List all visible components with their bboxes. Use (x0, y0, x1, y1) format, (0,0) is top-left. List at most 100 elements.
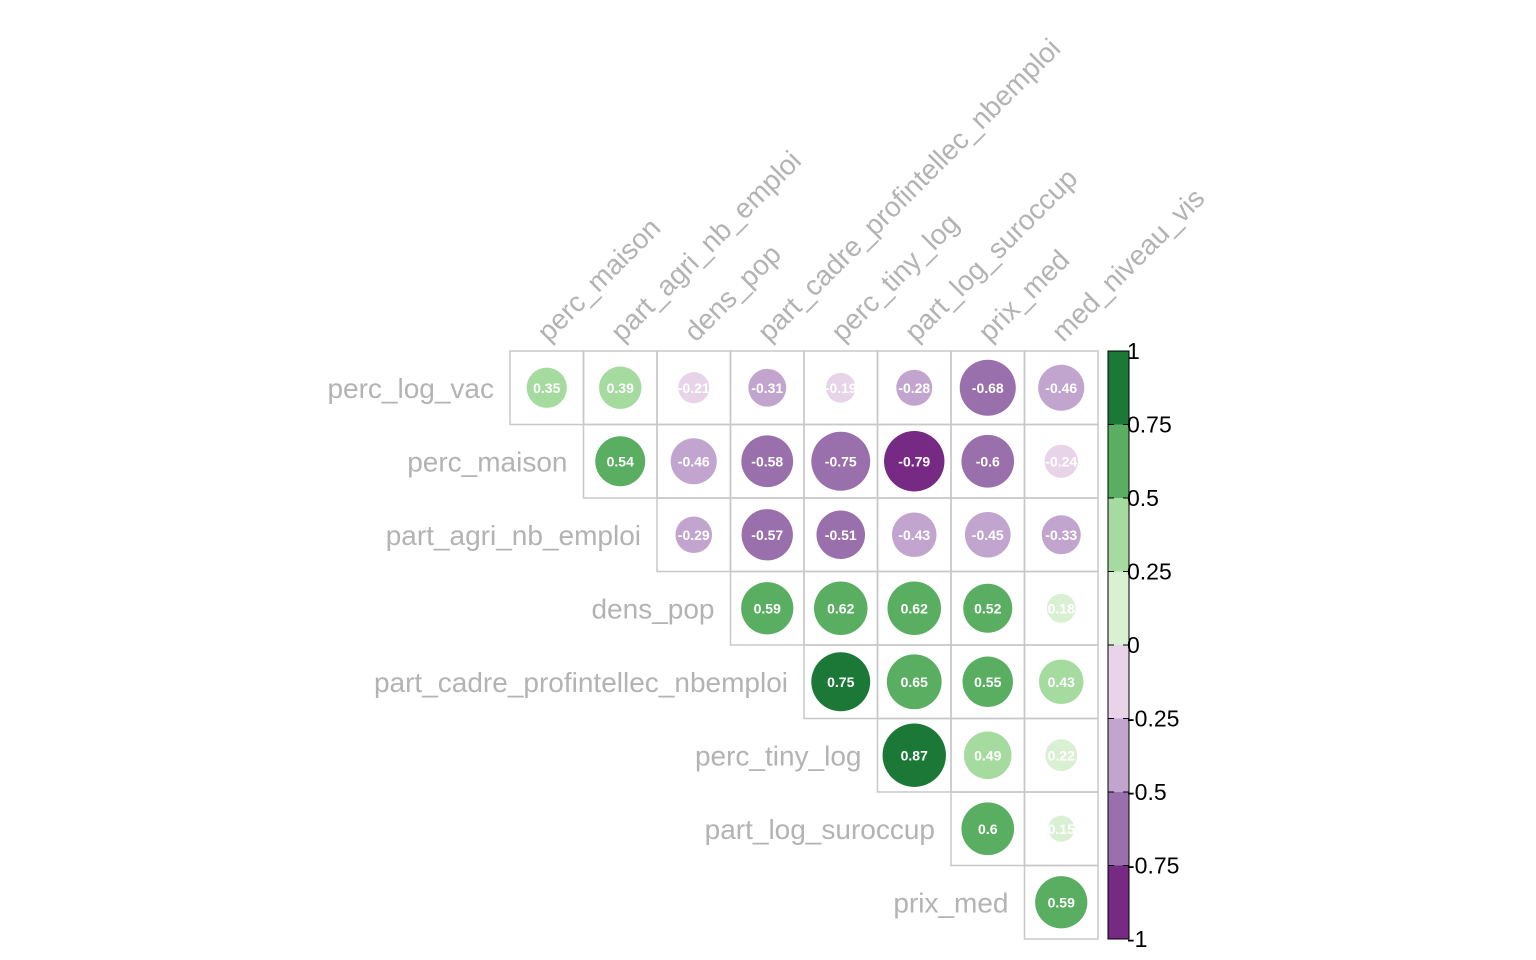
correlation-circle (595, 436, 646, 487)
correlation-value: -0.45 (972, 527, 1004, 543)
correlation-circle (896, 369, 933, 406)
legend-swatch (1108, 424, 1129, 498)
correlation-value: 0.62 (901, 600, 928, 616)
correlation-value: -0.43 (898, 527, 930, 543)
legend-tick-label: 1 (1127, 338, 1140, 364)
correlation-value: -0.46 (678, 453, 710, 469)
correlation-circle (1038, 364, 1085, 411)
correlation-value: 0.43 (1048, 674, 1075, 690)
legend-swatch (1108, 865, 1129, 939)
grid-layer (509, 350, 1099, 940)
legend-tick-label: 0.5 (1127, 485, 1159, 511)
correlation-circle (1035, 876, 1088, 929)
correlation-circle (678, 372, 710, 404)
correlation-circle (1046, 593, 1076, 623)
row-label: perc_tiny_log (695, 740, 862, 771)
correlation-circle (1044, 444, 1078, 478)
correlation-value: -0.6 (976, 453, 1000, 469)
correlation-value: 0.59 (1048, 894, 1075, 910)
correlation-circle (961, 802, 1015, 856)
correlation-value: 0.54 (607, 453, 634, 469)
correlation-value: -0.31 (751, 380, 783, 396)
correlation-value: 0.18 (1048, 600, 1075, 616)
correlation-circle (675, 516, 713, 554)
correlation-circle (741, 582, 794, 635)
correlation-circle (1041, 515, 1081, 555)
row-label: part_log_suroccup (705, 814, 935, 845)
row-label: perc_maison (407, 446, 567, 477)
correlation-circle (811, 431, 871, 491)
row-labels: perc_log_vac perc_maison part_agri_nb_empl… (327, 373, 1008, 919)
row-label: perc_log_vac (327, 373, 494, 404)
column-labels: perc_maisonpart_agri_nb_emploidens_poppa… (531, 33, 1210, 348)
legend-swatch (1108, 792, 1129, 866)
correlation-value: -0.29 (678, 527, 710, 543)
correlation-value: 0.15 (1048, 821, 1075, 837)
correlation-value: 0.49 (974, 747, 1001, 763)
row-label: prix_med (893, 887, 1008, 918)
correlation-circle (1038, 659, 1084, 705)
correlation-circle (959, 359, 1016, 416)
circle-layer (526, 359, 1088, 929)
row-label: dens_pop (591, 593, 714, 624)
correlation-value: -0.21 (678, 380, 710, 396)
correlation-value: -0.19 (825, 380, 857, 396)
correlation-circle (963, 583, 1013, 633)
correlation-value: 0.35 (533, 380, 560, 396)
correlation-value: -0.57 (751, 527, 783, 543)
correlation-value: -0.79 (898, 453, 930, 469)
legend-tick-label: -0.5 (1127, 779, 1167, 805)
color-legend: 1 0.75 0.5 0.25 0 -0.25 -0.5 -0.75 -1 (1107, 338, 1179, 952)
value-layer: 0.35 0.39 -0.21 -0.31 -0.19 -0.28 -0.68 -0.46 0.… (533, 380, 1077, 911)
column-label: perc_tiny_log (825, 208, 965, 348)
correlation-circle (964, 511, 1011, 558)
correlation-value: -0.46 (1045, 380, 1077, 396)
correlation-circle (748, 368, 787, 407)
correlation-value: 0.62 (827, 600, 854, 616)
legend-tick-label: -0.25 (1127, 706, 1179, 732)
correlation-value: -0.28 (898, 380, 930, 396)
correlation-value: -0.58 (751, 453, 783, 469)
correlation-value: 0.22 (1048, 747, 1075, 763)
correlation-circle (1045, 739, 1078, 772)
correlation-value: 0.65 (901, 674, 928, 690)
correlation-circle (961, 434, 1015, 488)
legend-swatch (1108, 718, 1129, 792)
correlation-circle (963, 731, 1012, 780)
correlation-circle (882, 723, 946, 787)
row-label: part_cadre_profintellec_nbemploi (374, 667, 788, 698)
correlation-circle (884, 431, 945, 492)
correlation-value: -0.33 (1045, 527, 1077, 543)
correlation-circle (887, 581, 942, 636)
grid-cell (1023, 864, 1099, 940)
correlation-value: 0.6 (978, 821, 998, 837)
legend-tick-label: 0.25 (1127, 559, 1172, 585)
legend-tick-label: 0.75 (1127, 412, 1172, 438)
correlation-circle (1048, 815, 1075, 842)
correlation-circle (526, 367, 567, 408)
correlation-circle (741, 435, 794, 488)
correlation-value: -0.68 (972, 380, 1004, 396)
correlation-circle (670, 438, 717, 485)
correlation-circle (599, 366, 642, 409)
correlation-value: 0.87 (901, 747, 928, 763)
correlation-value: 0.55 (974, 674, 1001, 690)
correlation-circle (886, 654, 942, 710)
correlation-value: -0.51 (825, 527, 857, 543)
correlation-value: 0.75 (827, 674, 854, 690)
correlation-value: 0.59 (754, 600, 781, 616)
correlation-value: 0.52 (974, 600, 1001, 616)
correlation-circle (813, 581, 868, 636)
legend-swatch (1108, 571, 1129, 645)
correlation-value: -0.24 (1045, 453, 1077, 469)
legend-swatch (1108, 351, 1129, 425)
correlation-value: 0.39 (607, 380, 634, 396)
legend-swatch (1108, 498, 1129, 572)
legend-tick-label: -0.75 (1127, 853, 1179, 879)
legend-swatch (1108, 645, 1129, 719)
correlation-circle (962, 656, 1013, 707)
row-label: part_agri_nb_emploi (386, 520, 641, 551)
correlation-circle (891, 512, 937, 558)
legend-tick-label: 0 (1127, 632, 1140, 658)
